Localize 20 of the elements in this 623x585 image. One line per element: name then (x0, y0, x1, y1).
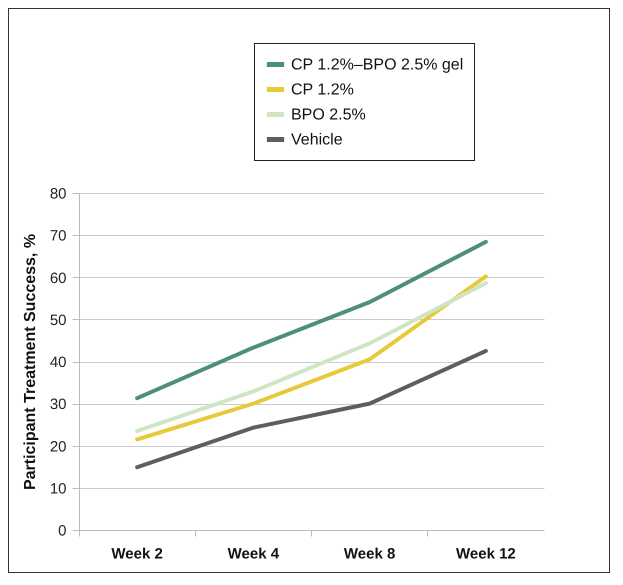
y-tick-label: 30 (50, 396, 66, 414)
y-tick-label: 50 (50, 312, 66, 329)
y-axis-title: Participant Treatment Success, % (22, 234, 39, 490)
x-tick-label: Week 8 (344, 546, 396, 562)
y-tick-label: 20 (50, 438, 66, 456)
y-tick-label: 40 (50, 354, 66, 371)
x-tick-label: Week 2 (111, 546, 163, 562)
x-tick-label: Week 4 (228, 546, 280, 562)
legend-label: Vehicle (291, 132, 343, 148)
y-tick-label: 60 (50, 270, 66, 287)
y-tick-label: 70 (50, 228, 66, 245)
line-series (135, 348, 488, 470)
x-tick-label: Week 12 (456, 546, 516, 562)
line-series (135, 240, 488, 400)
legend-label: CP 1.2%–BPO 2.5% gel (291, 56, 464, 74)
y-tick-label: 80 (50, 186, 66, 202)
y-tick-label: 10 (50, 480, 66, 498)
y-tick-label: 0 (58, 522, 66, 540)
legend-label: BPO 2.5% (291, 106, 366, 124)
legend-label: CP 1.2% (291, 82, 354, 98)
